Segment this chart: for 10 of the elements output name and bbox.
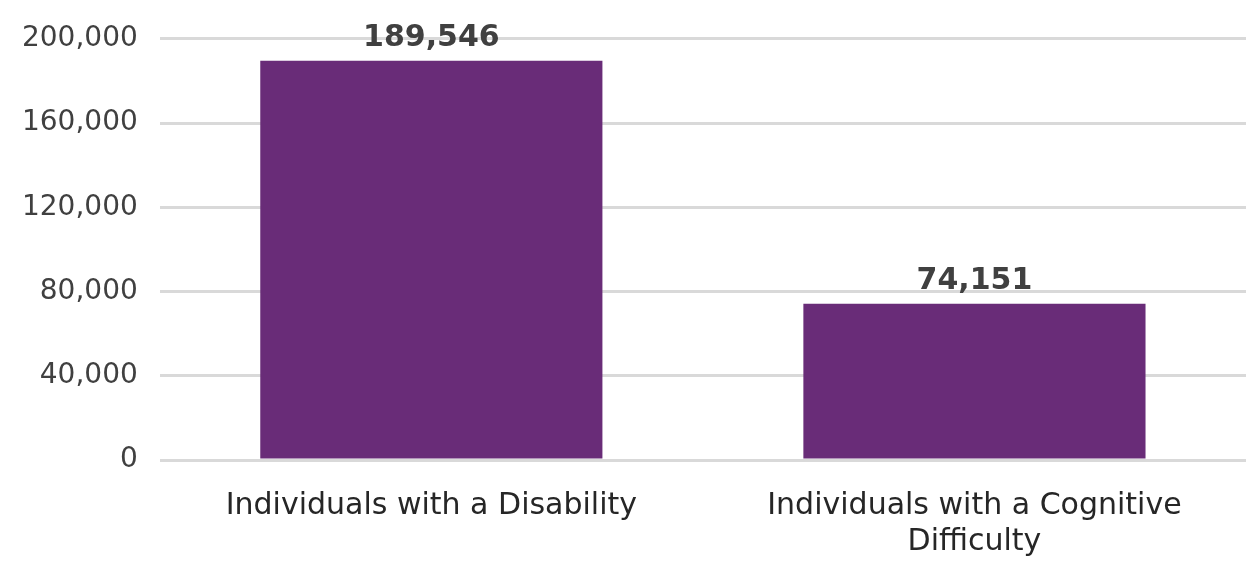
y-tick-label: 0 [119,441,138,475]
y-tick-label: 40,000 [39,357,138,391]
y-tick-label: 120,000 [21,188,138,222]
data-label: 74,151 [916,260,1033,296]
x-tick-label: Individuals with a Cognitive Difficulty [767,485,1182,557]
x-tick-label: Individuals with a Disability [225,485,638,521]
data-label: 189,546 [363,17,500,53]
y-tick-label: 160,000 [21,104,138,138]
y-tick-label: 200,000 [21,20,138,54]
y-tick-label: 80,000 [39,272,138,306]
